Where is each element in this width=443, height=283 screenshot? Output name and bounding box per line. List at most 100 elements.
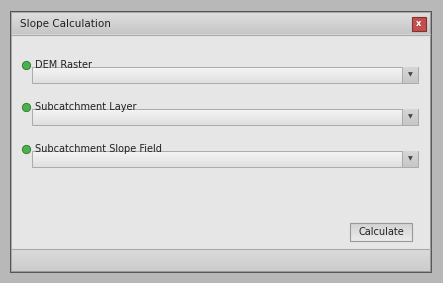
Bar — [12, 256, 430, 258]
Bar — [402, 152, 418, 154]
Bar — [12, 32, 430, 33]
Bar — [402, 70, 418, 72]
Bar — [402, 109, 418, 111]
Bar — [12, 253, 430, 255]
Bar — [350, 231, 412, 233]
Bar — [12, 21, 430, 22]
Bar — [32, 155, 418, 157]
Bar — [32, 159, 418, 160]
Bar — [350, 233, 412, 235]
Bar — [12, 22, 430, 23]
Bar — [350, 238, 412, 240]
Bar — [350, 229, 412, 230]
Bar — [12, 24, 430, 25]
Bar — [12, 23, 430, 25]
Bar — [32, 152, 418, 154]
Bar — [12, 26, 430, 27]
Bar — [32, 67, 418, 83]
Bar — [12, 20, 430, 21]
Bar — [32, 162, 418, 164]
Bar — [12, 17, 430, 18]
Text: Subcatchment Slope Field: Subcatchment Slope Field — [35, 144, 162, 154]
Bar — [32, 67, 418, 68]
Bar — [32, 115, 418, 117]
Bar — [12, 18, 430, 19]
Bar — [402, 165, 418, 167]
Bar — [351, 224, 413, 242]
Bar — [12, 250, 430, 252]
Bar — [402, 164, 418, 165]
Bar — [32, 121, 418, 123]
Bar — [350, 223, 412, 241]
Bar — [32, 80, 418, 82]
Bar — [12, 263, 430, 265]
Bar — [350, 235, 412, 236]
Bar — [32, 160, 418, 162]
Bar — [402, 73, 418, 75]
Text: x: x — [416, 20, 422, 29]
Bar — [32, 123, 418, 125]
Bar — [12, 12, 430, 14]
Bar — [12, 25, 430, 26]
Bar — [12, 265, 430, 267]
Bar — [402, 162, 418, 164]
Bar — [32, 117, 418, 119]
Bar — [350, 224, 412, 225]
Bar — [413, 18, 427, 32]
Bar — [12, 251, 430, 253]
Bar — [350, 232, 412, 234]
Bar — [350, 239, 412, 241]
Bar — [402, 76, 418, 78]
Bar — [12, 13, 430, 14]
Bar — [32, 109, 418, 111]
Bar — [12, 30, 430, 31]
Bar — [32, 154, 418, 156]
Bar — [12, 31, 430, 32]
Bar — [12, 248, 430, 250]
Bar — [12, 29, 430, 30]
Text: ▼: ▼ — [408, 72, 412, 78]
Bar — [32, 120, 418, 122]
Bar — [32, 73, 418, 75]
Bar — [350, 230, 412, 231]
Bar — [32, 151, 418, 167]
Bar — [32, 68, 418, 70]
Bar — [32, 157, 418, 159]
Text: ▼: ▼ — [408, 156, 412, 162]
Bar — [402, 159, 418, 160]
Bar — [402, 123, 418, 125]
Bar — [12, 26, 430, 28]
Bar — [32, 151, 418, 153]
Bar — [12, 266, 430, 268]
Bar — [12, 267, 430, 269]
Bar — [402, 75, 418, 77]
Bar — [402, 151, 418, 153]
Bar — [402, 78, 418, 80]
Bar — [32, 81, 418, 83]
Bar — [12, 257, 430, 259]
Bar — [350, 228, 412, 229]
Bar — [402, 112, 418, 114]
Bar — [350, 225, 412, 227]
Bar — [412, 17, 426, 31]
Bar — [402, 157, 418, 159]
Bar — [12, 262, 430, 264]
Bar — [32, 70, 418, 72]
Bar — [350, 237, 412, 239]
Bar — [350, 236, 412, 237]
Bar — [402, 155, 418, 157]
Bar — [12, 16, 430, 17]
Bar — [32, 110, 418, 112]
Bar — [402, 68, 418, 70]
Text: Calculate: Calculate — [358, 227, 404, 237]
Bar — [402, 113, 418, 115]
Bar — [12, 28, 430, 29]
Text: Slope Calculation: Slope Calculation — [20, 19, 111, 29]
Bar — [402, 115, 418, 117]
Bar — [402, 80, 418, 82]
Bar — [402, 110, 418, 112]
Bar — [402, 154, 418, 156]
Bar — [12, 259, 430, 261]
Bar — [350, 226, 412, 228]
Bar — [12, 16, 430, 17]
